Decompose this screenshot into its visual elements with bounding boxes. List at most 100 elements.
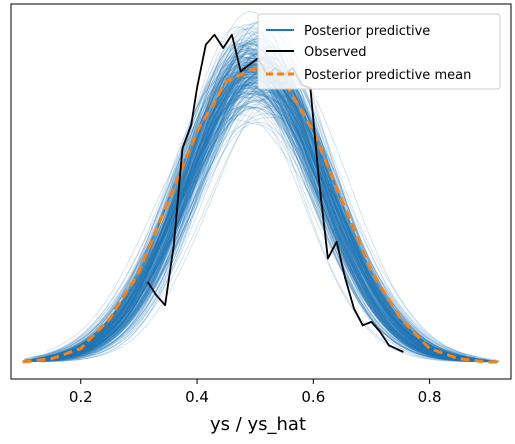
posterior-sample-curve — [28, 93, 468, 361]
posterior-sample-curve — [33, 40, 469, 361]
posterior-sample-curve — [46, 44, 468, 362]
posterior-sample-curve — [34, 91, 489, 360]
legend-box — [257, 13, 501, 90]
posterior-sample-curve — [22, 70, 475, 361]
posterior-sample-curve — [43, 105, 489, 363]
posterior-sample-curve — [47, 77, 469, 361]
posterior-sample-curve — [46, 84, 485, 362]
posterior-sample-curve — [23, 87, 497, 362]
posterior-sample-curve — [31, 87, 486, 362]
posterior-sample-curve — [25, 70, 486, 361]
posterior-sample-curve — [35, 94, 485, 362]
posterior-sample-curve — [30, 118, 485, 363]
posterior-sample-curve — [38, 106, 475, 360]
legend-label-posterior-predictive: Posterior predictive — [304, 24, 430, 39]
posterior-sample-curve — [48, 89, 471, 361]
posterior-sample-curve — [23, 107, 485, 362]
posterior-sample-curve — [46, 47, 468, 359]
posterior-sample-curve — [28, 66, 482, 361]
posterior-sample-curve — [33, 96, 467, 363]
posterior-sample-curve — [42, 104, 490, 363]
posterior-sample-curve — [23, 48, 487, 361]
posterior-sample-curve — [47, 113, 487, 362]
x-axis-label: ys / ys_hat — [210, 414, 306, 435]
posterior-sample-curve — [31, 43, 472, 362]
posterior-sample-curve — [23, 48, 471, 362]
posterior-sample-curve — [39, 84, 486, 363]
posterior-sample-curve — [26, 77, 471, 361]
posterior-sample-curve — [25, 87, 476, 361]
posterior-sample-curve — [28, 67, 483, 362]
posterior-sample-curve — [34, 91, 466, 360]
posterior-sample-curve — [22, 67, 481, 362]
posterior-sample-curve — [37, 87, 491, 362]
posterior-sample-curve — [32, 60, 470, 362]
posterior-sample-curve — [36, 58, 470, 362]
x-tick-label: 0.6 — [301, 388, 325, 406]
posterior-sample-curve — [43, 72, 465, 362]
posterior-sample-curve — [24, 37, 481, 363]
posterior-sample-curve — [24, 99, 491, 362]
x-tick-label: 0.8 — [418, 388, 442, 406]
posterior-sample-curve — [27, 43, 482, 362]
posterior-sample-curve — [42, 30, 469, 362]
posterior-sample-curve — [44, 37, 466, 358]
posterior-sample-curve — [32, 74, 495, 362]
posterior-sample-curve — [31, 67, 479, 362]
posterior-sample-curve — [40, 90, 497, 362]
posterior-sample-curve — [40, 63, 473, 360]
posterior-sample-curve — [37, 106, 487, 363]
posterior-sample-curve — [45, 44, 467, 362]
posterior-sample-curve — [38, 50, 470, 361]
posterior-sample-curve — [27, 56, 496, 362]
posterior-sample-curve — [26, 76, 475, 361]
posterior-sample-curve — [28, 82, 475, 361]
posterior-sample-curve — [24, 66, 474, 361]
posterior-sample-curve — [24, 56, 486, 362]
posterior-sample-curve — [43, 92, 467, 362]
posterior-sample-curve — [34, 69, 477, 361]
posterior-sample-curve — [39, 82, 491, 363]
posterior-sample-curve — [38, 26, 472, 362]
posterior-sample-curve — [29, 83, 485, 362]
posterior-sample-curve — [34, 57, 468, 360]
posterior-sample-curve — [38, 113, 479, 362]
posterior-sample-curve — [41, 99, 465, 361]
posterior-sample-curve — [38, 106, 470, 362]
x-axis-ticks: 0.2 0.4 0.6 0.8 — [69, 379, 442, 406]
posterior-sample-curve — [28, 47, 480, 362]
posterior-sample-curve — [27, 96, 491, 363]
posterior-sample-curve — [37, 121, 474, 362]
posterior-sample-curve — [37, 72, 472, 361]
posterior-sample-curve — [39, 96, 491, 362]
posterior-sample-curve — [23, 81, 481, 362]
posterior-sample-curve — [38, 56, 471, 362]
posterior-sample-curve — [41, 43, 474, 362]
posterior-sample-curve — [44, 70, 471, 360]
posterior-sample-curve — [26, 93, 496, 362]
posterior-sample-curve — [30, 105, 493, 363]
posterior-sample-curve — [22, 52, 484, 362]
posterior-sample-curve — [45, 81, 468, 362]
posterior-sample-curve — [31, 33, 474, 362]
x-tick-label: 0.4 — [185, 388, 209, 406]
legend: Posterior predictive Observed Posterior … — [257, 13, 501, 90]
posterior-sample-curve — [36, 106, 494, 363]
posterior-sample-curve — [30, 42, 480, 362]
posterior-sample-curve — [26, 83, 479, 362]
posterior-sample-curve — [43, 83, 493, 362]
posterior-sample-curve — [25, 91, 491, 362]
posterior-sample-curve — [34, 84, 499, 362]
posterior-sample-curve — [42, 57, 469, 362]
posterior-sample-curve — [38, 60, 466, 362]
legend-label-posterior-predictive-mean: Posterior predictive mean — [304, 68, 471, 83]
posterior-sample-curve — [30, 86, 496, 363]
posterior-sample-curve — [45, 73, 499, 362]
posterior-sample-curve — [29, 68, 479, 362]
posterior-sample-curve — [26, 64, 485, 362]
posterior-sample-curve — [23, 76, 478, 362]
posterior-sample-curve — [37, 74, 474, 360]
posterior-sample-curve — [24, 53, 480, 361]
posterior-sample-curve — [32, 51, 470, 362]
